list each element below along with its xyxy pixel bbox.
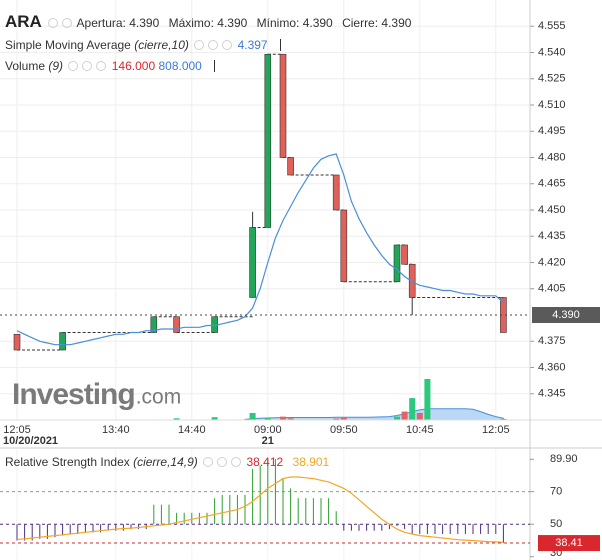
volume-legend: Volume (9) 146.000 808.000 <box>5 58 215 74</box>
field-value: 4.390 <box>217 16 248 30</box>
candle-body <box>264 53 272 228</box>
x-tick-label: 12:05 <box>3 424 31 436</box>
candle-body <box>279 53 287 158</box>
x-tick-label: 13:40 <box>102 424 130 436</box>
sma-legend: Simple Moving Average (cierre,10) 4.397 <box>5 37 281 53</box>
sma-name: Simple Moving Average <box>5 38 131 52</box>
sma-line <box>16 153 504 346</box>
candle-body <box>332 174 340 211</box>
volume-bar <box>409 398 416 420</box>
rsi-params: (cierre,14,9) <box>133 455 198 469</box>
y-tick-label: 4.480 <box>538 151 566 163</box>
field-value: 4.390 <box>381 16 412 30</box>
sma-readout: 4.397 <box>237 38 268 52</box>
volume-bar <box>500 418 507 420</box>
volume-bar <box>424 379 431 420</box>
volume-average-area <box>244 408 504 421</box>
last-value-box <box>538 535 600 552</box>
last-price-label: 4.390 <box>552 309 580 321</box>
candle-body <box>150 316 158 333</box>
x-date-label: 21 <box>262 435 274 447</box>
candle-body <box>13 333 21 351</box>
x-tick-label: 09:00 <box>254 424 282 436</box>
rsi-signal-readout: 38.901 <box>292 455 330 469</box>
volume-bar <box>287 418 294 420</box>
volume-bar <box>416 412 423 420</box>
candle-body <box>340 209 348 283</box>
candle-body <box>401 244 408 265</box>
volume-sma-readout: 808.000 <box>158 59 202 73</box>
rsi-readout: 38.412 <box>246 455 284 469</box>
volume-bar <box>394 416 400 420</box>
y-tick-label: 4.450 <box>538 204 566 216</box>
y-tick-label: 4.510 <box>538 99 566 111</box>
candle-body <box>287 157 294 176</box>
watermark-suffix: .com <box>136 386 182 409</box>
y-tick-label: 4.420 <box>538 256 566 268</box>
last-value-label: 38.41 <box>555 537 583 549</box>
y-tick-label: 4.375 <box>538 335 566 347</box>
x-date-label: 10/20/2021 <box>3 435 58 447</box>
rsi-name: Relative Strength Index <box>5 455 130 469</box>
field-label: Mínimo: <box>256 16 300 30</box>
x-tick-label: 10:45 <box>406 424 434 436</box>
y-tick-label: 4.360 <box>538 361 566 373</box>
y-tick-label: 50 <box>550 518 562 530</box>
y-tick-label: 4.495 <box>538 125 566 137</box>
last-price-box <box>532 307 600 323</box>
y-tick-label: 4.435 <box>538 230 566 242</box>
y-tick-label: 4.465 <box>538 178 566 190</box>
x-tick-label: 09:50 <box>330 424 358 436</box>
candle-body <box>393 244 401 283</box>
sma-params: (cierre,10) <box>134 38 189 52</box>
volume-bar <box>173 418 180 420</box>
symbol: ARA <box>5 12 42 31</box>
y-tick-label: 4.345 <box>538 388 566 400</box>
volume-name: Volume <box>5 59 46 73</box>
volume-bar <box>211 417 218 420</box>
candle-body <box>408 263 416 298</box>
candle-body <box>59 332 66 351</box>
y-tick-label: 4.540 <box>538 46 566 58</box>
y-tick-label: 4.555 <box>538 20 566 32</box>
field-value: 4.390 <box>302 16 333 30</box>
volume-bar <box>340 417 347 420</box>
y-tick-label: 70 <box>550 486 562 498</box>
y-tick-label: 4.525 <box>538 73 566 85</box>
volume-bar <box>333 418 340 420</box>
field-label: Apertura: <box>76 16 126 30</box>
volume-bar <box>249 412 256 420</box>
volume-bar <box>264 417 271 420</box>
volume-bar <box>280 416 286 420</box>
watermark: Investing <box>12 378 135 411</box>
volume-readout: 146.000 <box>111 59 156 73</box>
rsi-legend: Relative Strength Index (cierre,14,9) 38… <box>5 454 329 470</box>
field-label: Cierre: <box>342 16 379 30</box>
x-tick-label: 14:40 <box>178 424 206 436</box>
y-tick-label: 4.405 <box>538 283 566 295</box>
candle-body <box>249 227 256 298</box>
candle-body <box>173 316 180 333</box>
volume-bar <box>401 411 408 420</box>
field-value: 4.390 <box>129 16 160 30</box>
volume-params: (9) <box>48 59 64 73</box>
x-tick-label: 12:05 <box>482 424 510 436</box>
field-label: Máximo: <box>168 16 214 30</box>
signal-line <box>16 476 504 543</box>
y-tick-label: 89.90 <box>550 453 578 465</box>
ohlc-legend: ARA Apertura: 4.390 Máximo: 4.390 Mínimo… <box>5 12 412 31</box>
